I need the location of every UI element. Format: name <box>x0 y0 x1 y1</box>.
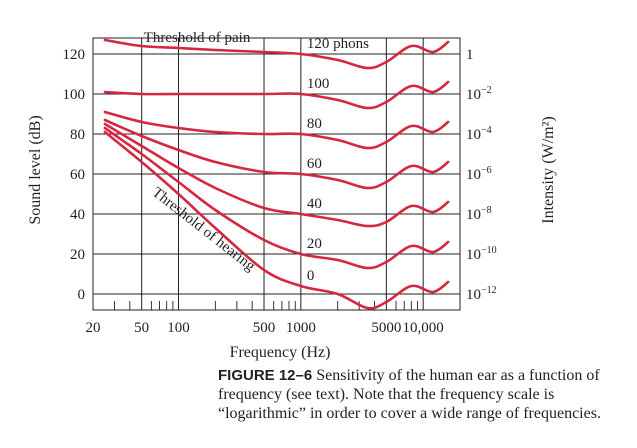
figure-caption: FIGURE 12–6 Sensitivity of the human ear… <box>218 366 628 423</box>
curve-80-phons <box>103 110 450 150</box>
x-tick-label-50: 50 <box>134 320 149 336</box>
x-tick-label-5000: 5000 <box>371 320 401 336</box>
right-tick-exponent-0: −12 <box>481 285 497 296</box>
right-tick-exponent-100: −2 <box>481 85 492 96</box>
right-tick-label-40: 10−8 <box>466 205 492 223</box>
y-tick-label-0: 0 <box>78 287 86 303</box>
curve-label-20-phons: 20 <box>307 236 322 252</box>
annotation-threshold-of-pain: Threshold of pain <box>144 30 251 46</box>
right-tick-label-100: 10−2 <box>466 85 492 103</box>
curve-label-100-phons: 100 <box>307 76 330 92</box>
curve-label-120-phons: 120 phons <box>307 36 369 52</box>
curve-label-0-phons: 0 <box>307 268 315 284</box>
annotation-threshold-of-hearing: Threshold of hearing <box>149 185 258 275</box>
x-tick-label-500: 500 <box>253 320 276 336</box>
curve-100-phons <box>103 80 450 110</box>
y-tick-label-20: 20 <box>70 247 85 263</box>
curve-layer <box>103 38 450 310</box>
curve-20-phons <box>103 126 450 270</box>
figure-caption-text: Sensitivity of the human ear as a functi… <box>218 367 601 422</box>
curve-0-phons <box>103 130 450 310</box>
y-tick-label-60: 60 <box>70 167 85 183</box>
right-tick-label-0: 10−12 <box>466 285 497 303</box>
x-tick-label-10000: 10,000 <box>403 320 444 336</box>
y-tick-label-100: 100 <box>63 87 86 103</box>
x-tick-label-20: 20 <box>86 320 101 336</box>
y-axis-left-title: Sound level (dB) <box>27 115 44 224</box>
curve-60-phons <box>103 118 450 190</box>
x-axis-title: Frequency (Hz) <box>230 344 331 361</box>
curve-label-80-phons: 80 <box>307 116 322 132</box>
right-tick-label-20: 10−10 <box>466 245 497 263</box>
y-tick-label-120: 120 <box>63 47 86 63</box>
figure-label: FIGURE 12–6 <box>218 367 313 384</box>
right-tick-exponent-60: −6 <box>481 165 492 176</box>
curve-120-phons <box>103 38 450 70</box>
annotation-layer: Threshold of pain Threshold of hearing <box>144 30 259 275</box>
y-tick-label-40: 40 <box>70 207 85 223</box>
curve-label-60-phons: 60 <box>307 156 322 172</box>
curve-label-40-phons: 40 <box>307 196 322 212</box>
right-tick-exponent-20: −10 <box>481 245 497 256</box>
right-tick-exponent-40: −8 <box>481 205 492 216</box>
y-tick-label-80: 80 <box>70 127 85 143</box>
right-tick-label-60: 10−6 <box>466 165 492 183</box>
right-tick-label-120: 1 <box>466 47 474 63</box>
curve-40-phons <box>103 122 450 228</box>
x-tick-label-100: 100 <box>167 320 190 336</box>
right-tick-exponent-80: −4 <box>481 125 492 136</box>
right-tick-label-80: 10−4 <box>466 125 492 143</box>
x-tick-label-1000: 1000 <box>286 320 316 336</box>
y-axis-right-title: Intensity (W/m²) <box>540 116 557 223</box>
curve-label-layer: 120 phons 100 80 60 40 20 0 <box>307 36 369 284</box>
